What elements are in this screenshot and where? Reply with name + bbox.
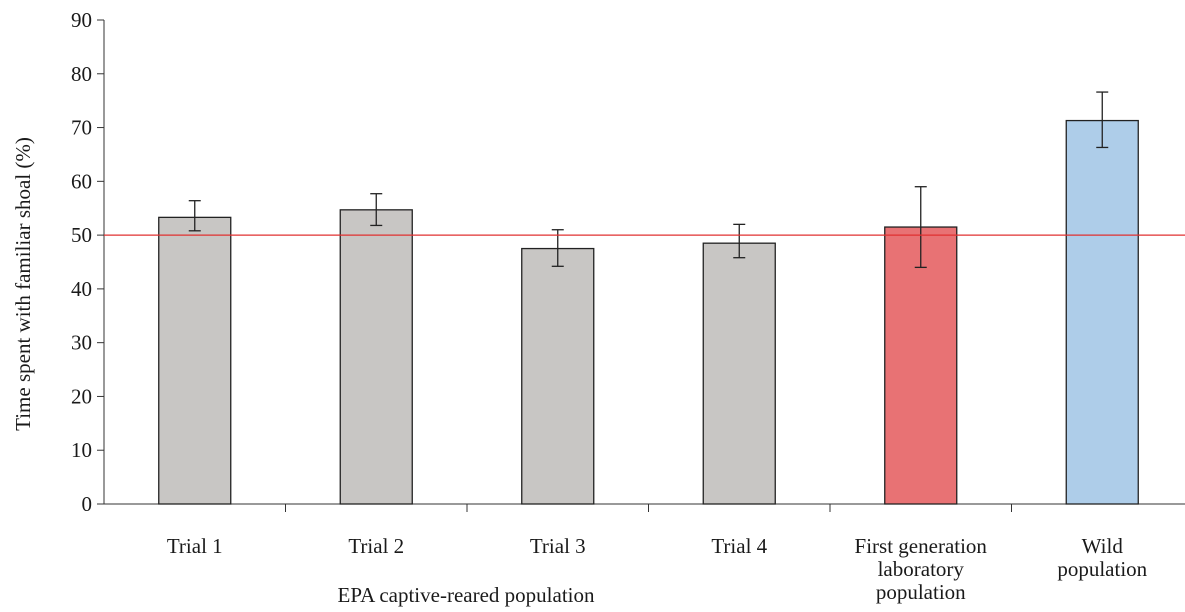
category-label-line: Wild: [1082, 534, 1124, 558]
bar-first-generation-laboratory-population: [884, 226, 958, 505]
category-label-trial-4: Trial 4: [711, 534, 767, 558]
error-bar-trial-1: [188, 200, 201, 232]
bar-wild-population: [1065, 119, 1139, 505]
group-label: EPA captive-reared population: [338, 583, 595, 607]
y-tick-label: 70: [71, 116, 92, 140]
bar-trial-4: [702, 242, 776, 505]
y-tick-label: 30: [71, 331, 92, 355]
error-bar-trial-4: [733, 223, 746, 259]
y-tick-label: 20: [71, 384, 92, 408]
y-axis: 0 10 20 30 40 50 60 70 80 90: [71, 8, 105, 516]
y-tick-label: 0: [82, 492, 93, 516]
category-label-wild-population: Wild population: [1057, 534, 1147, 581]
bar-trial-3: [521, 247, 595, 505]
category-label-line: First generation: [855, 534, 988, 558]
bar-trial-2: [339, 209, 413, 505]
y-tick-label: 60: [71, 169, 92, 193]
category-label-first-generation-laboratory-population: First generation laboratory population: [855, 534, 988, 604]
category-label-line: Trial 3: [530, 534, 586, 558]
x-axis: [104, 503, 1185, 512]
y-tick-label: 10: [71, 438, 92, 462]
y-tick-label: 50: [71, 223, 92, 247]
error-bars: [188, 91, 1109, 269]
category-label-trial-3: Trial 3: [530, 534, 586, 558]
bars: [158, 119, 1139, 505]
category-label-line: Trial 2: [348, 534, 404, 558]
category-label-line: Trial 4: [711, 534, 767, 558]
category-label-line: population: [876, 580, 966, 604]
category-label-trial-1: Trial 1: [167, 534, 223, 558]
y-tick-label: 80: [71, 62, 92, 86]
bar-trial-1: [158, 216, 232, 505]
category-label-line: laboratory: [878, 557, 965, 581]
y-tick-label: 90: [71, 8, 92, 32]
category-label-trial-2: Trial 2: [348, 534, 404, 558]
y-axis-title: Time spent with familiar shoal (%): [11, 137, 35, 431]
category-labels: Trial 1 Trial 2 Trial 3 Trial 4 First genera…: [167, 534, 1148, 604]
category-label-line: population: [1057, 557, 1147, 581]
error-bar-first-generation-laboratory-population: [914, 186, 927, 269]
category-label-line: Trial 1: [167, 534, 223, 558]
error-bar-trial-2: [370, 193, 383, 227]
y-tick-label: 40: [71, 277, 92, 301]
error-bar-wild-population: [1096, 91, 1109, 149]
error-bar-trial-3: [551, 229, 564, 267]
